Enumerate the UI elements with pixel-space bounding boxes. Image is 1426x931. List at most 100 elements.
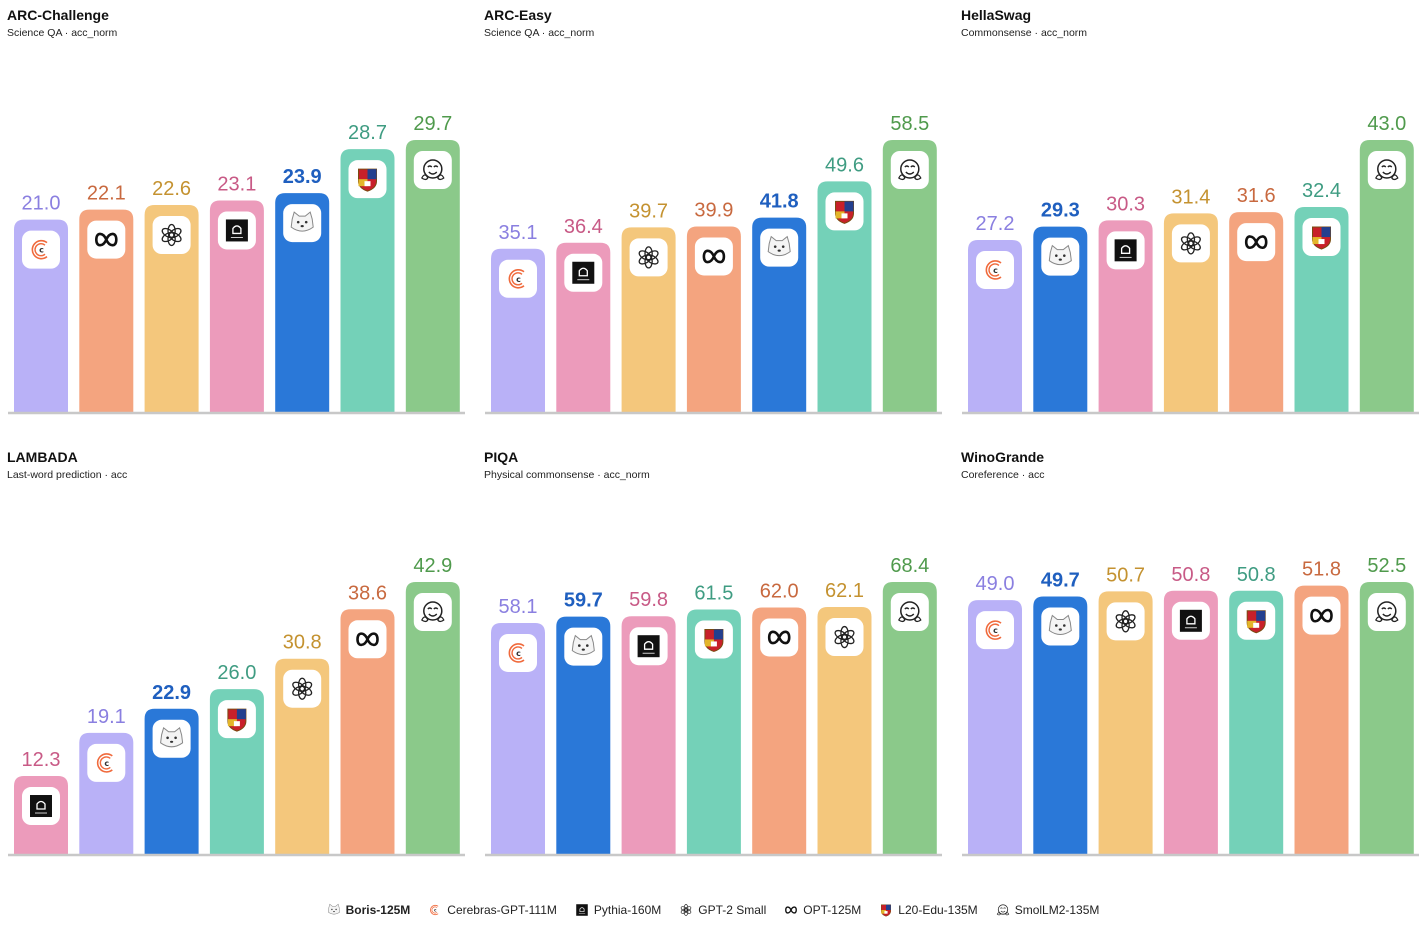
bar-opt bbox=[79, 209, 134, 412]
data-label: 29.7 bbox=[413, 113, 452, 135]
data-label: 50.7 bbox=[1106, 564, 1145, 586]
bar-pythia bbox=[209, 200, 264, 412]
bar-boris bbox=[752, 217, 807, 412]
bar-l20 bbox=[686, 609, 741, 854]
crest-icon bbox=[835, 200, 854, 224]
data-label: 62.1 bbox=[825, 580, 864, 602]
openai-logo-icon bbox=[638, 246, 659, 269]
data-label: 39.9 bbox=[694, 199, 733, 221]
hugging-face-icon bbox=[996, 904, 1009, 916]
chart-title: ARC-Challenge bbox=[7, 7, 109, 23]
legend-item-smollm: SmolLM2-135M bbox=[996, 903, 1099, 917]
data-label: 31.6 bbox=[1237, 185, 1276, 207]
data-label: 32.4 bbox=[1302, 180, 1341, 202]
crest-icon bbox=[881, 904, 892, 917]
svg-text:c: c bbox=[516, 275, 521, 284]
bar-gpt2 bbox=[1163, 213, 1218, 412]
hugging-face-icon bbox=[898, 601, 922, 623]
bar-cerebras bbox=[491, 622, 545, 854]
eleuther-logo-icon bbox=[225, 219, 248, 242]
bar-cerebras bbox=[968, 600, 1022, 854]
chart-panel: LAMBADA Last-word prediction · acc 12.3 c 19… bbox=[7, 449, 465, 857]
cerebras-logo-icon: c bbox=[31, 239, 48, 260]
data-label: 30.8 bbox=[283, 632, 322, 654]
legend-label: Cerebras-GPT-111M bbox=[447, 903, 557, 917]
data-label: 61.5 bbox=[694, 582, 733, 604]
data-label: 52.5 bbox=[1367, 555, 1406, 577]
chart-panel: WinoGrande Coreference · acc c 49.0 49.7 50.7… bbox=[961, 449, 1419, 857]
bar-boris bbox=[1033, 596, 1088, 854]
legend: Boris-125M c Cerebras-GPT-111M Pythia-160M G… bbox=[0, 900, 1426, 920]
hugging-face-icon bbox=[421, 159, 445, 181]
bar-l20 bbox=[1294, 207, 1349, 412]
legend-label: L20-Edu-135M bbox=[898, 903, 978, 917]
eleuther-logo-icon bbox=[576, 904, 588, 916]
crest-icon bbox=[1246, 610, 1266, 634]
data-label: 22.9 bbox=[152, 682, 191, 704]
bar-gpt2 bbox=[144, 205, 199, 412]
data-label: 68.4 bbox=[890, 555, 929, 577]
bar-boris bbox=[275, 193, 330, 412]
meta-logo-icon bbox=[767, 630, 791, 645]
data-label: 59.7 bbox=[564, 590, 603, 612]
bar-l20 bbox=[340, 149, 395, 412]
openai-logo-icon bbox=[834, 625, 855, 649]
eleuther-logo-icon bbox=[1179, 609, 1202, 632]
bear-icon bbox=[767, 235, 791, 257]
chart-title: PIQA bbox=[484, 449, 518, 465]
chart-title: ARC-Easy bbox=[484, 7, 552, 23]
data-label: 19.1 bbox=[87, 706, 126, 728]
svg-text:c: c bbox=[39, 246, 44, 255]
bar-opt bbox=[1229, 212, 1284, 412]
svg-text:c: c bbox=[104, 759, 109, 768]
meta-logo-icon bbox=[356, 632, 379, 647]
hugging-face-icon bbox=[1375, 159, 1399, 181]
bear-icon bbox=[290, 211, 314, 232]
cerebras-logo-icon: c bbox=[430, 904, 439, 916]
data-label: 30.3 bbox=[1106, 193, 1145, 215]
hugging-face-icon bbox=[898, 159, 922, 181]
svg-text:c: c bbox=[993, 626, 998, 635]
meta-logo-icon bbox=[785, 906, 798, 914]
legend-label: Boris-125M bbox=[345, 903, 411, 917]
data-label: 49.6 bbox=[825, 154, 864, 176]
icon-badge bbox=[825, 618, 864, 657]
cerebras-logo-icon: c bbox=[985, 620, 1002, 640]
cerebras-logo-icon: c bbox=[985, 260, 1002, 280]
cerebras-logo-icon: c bbox=[430, 904, 439, 916]
data-label: 22.6 bbox=[152, 178, 191, 200]
openai-logo-icon bbox=[680, 904, 692, 916]
data-label: 59.8 bbox=[629, 589, 668, 611]
eleuther-logo-icon bbox=[576, 904, 588, 916]
legend-label: OPT-125M bbox=[803, 903, 862, 917]
svg-text:c: c bbox=[516, 649, 521, 658]
chart-subtitle: Last-word prediction · acc bbox=[7, 469, 127, 481]
data-label: 49.7 bbox=[1041, 570, 1080, 592]
bar-opt bbox=[1294, 585, 1349, 854]
bar-l20 bbox=[1229, 590, 1284, 854]
icon-badge bbox=[152, 216, 191, 255]
bar-gpt2 bbox=[1098, 591, 1153, 854]
eleuther-logo-icon bbox=[637, 635, 660, 658]
chart-subtitle: Science QA · acc_norm bbox=[7, 27, 118, 39]
legend-label: GPT-2 Small bbox=[698, 903, 767, 917]
data-label: 23.9 bbox=[283, 166, 322, 188]
bar-smollm bbox=[882, 582, 937, 854]
icon-badge bbox=[499, 633, 537, 672]
eleuther-logo-icon bbox=[572, 261, 595, 284]
chart-title: LAMBADA bbox=[7, 449, 78, 465]
data-label: 31.4 bbox=[1171, 186, 1210, 208]
bar-opt bbox=[752, 607, 807, 854]
data-label: 23.1 bbox=[217, 173, 256, 195]
icon-badge bbox=[87, 743, 126, 782]
bar-gpt2 bbox=[817, 607, 872, 854]
legend-item-boris: Boris-125M bbox=[327, 903, 411, 917]
cerebras-logo-icon: c bbox=[508, 643, 525, 663]
data-label: 28.7 bbox=[348, 122, 387, 144]
crest-icon bbox=[1312, 226, 1331, 250]
meta-logo-icon bbox=[1310, 608, 1333, 623]
openai-logo-icon bbox=[1180, 232, 1201, 255]
